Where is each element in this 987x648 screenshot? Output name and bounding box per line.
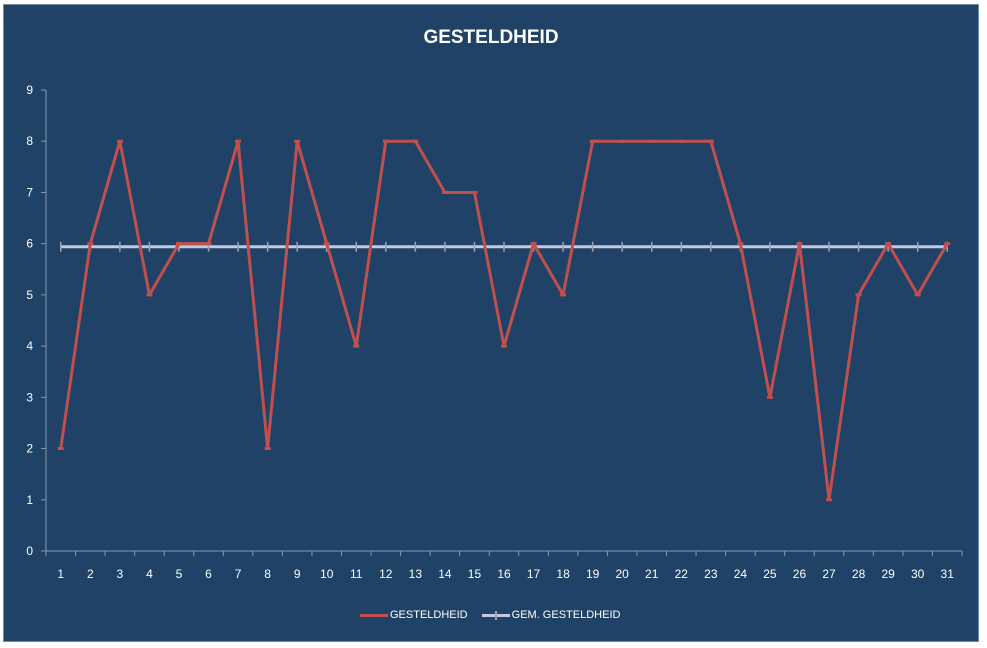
y-tick-label: 4 — [26, 339, 33, 353]
x-axis-ticks: 1 2 3 4 5 6 7 8 9 10 11 12 13 14 15 16 17 18 19 20 21 22 23 24 2… — [45, 551, 963, 581]
y-tick-label: 8 — [26, 134, 33, 148]
point-gesteldheid — [87, 242, 94, 246]
x-tick-label: 25 — [763, 567, 777, 581]
x-tick-label: 31 — [941, 567, 955, 581]
series-line-gesteldheid — [59, 139, 949, 502]
y-tick-label: 9 — [26, 83, 33, 97]
point-gesteldheid — [323, 242, 330, 246]
x-tick-label: 16 — [497, 567, 511, 581]
x-tick-label: 7 — [235, 567, 242, 581]
point-gesteldheid — [235, 139, 242, 143]
point-gesteldheid — [501, 344, 507, 348]
point-gesteldheid — [560, 293, 567, 297]
x-tick-label: 4 — [146, 567, 153, 581]
point-gesteldheid — [589, 139, 596, 143]
point-gesteldheid — [530, 242, 537, 246]
x-tick-label: 30 — [911, 567, 925, 581]
x-tick-label: 22 — [675, 567, 689, 581]
x-tick-label: 13 — [409, 567, 423, 581]
x-tick-label: 9 — [294, 567, 301, 581]
y-tick-label: 0 — [26, 544, 33, 558]
x-tick-label: 27 — [822, 567, 836, 581]
point-gesteldheid — [264, 447, 271, 451]
legend: GESTELDHEID GEM. GESTELDHEID — [360, 609, 634, 621]
point-gesteldheid — [412, 139, 419, 143]
y-tick-label: 2 — [26, 442, 33, 456]
y-tick-label: 6 — [26, 237, 33, 251]
x-tick-label: 12 — [379, 567, 393, 581]
x-tick-label: 6 — [205, 567, 212, 581]
x-tick-label: 14 — [438, 567, 452, 581]
point-gesteldheid — [471, 190, 478, 194]
point-gesteldheid — [146, 293, 153, 297]
axes — [45, 90, 962, 552]
x-tick-label: 8 — [264, 567, 271, 581]
point-gesteldheid — [441, 190, 448, 194]
x-tick-label: 21 — [645, 567, 659, 581]
point-gesteldheid — [678, 139, 685, 143]
x-tick-label: 3 — [117, 567, 124, 581]
x-tick-label: 17 — [527, 567, 541, 581]
x-tick-label: 24 — [734, 567, 748, 581]
point-gesteldheid — [914, 293, 921, 297]
x-tick-label: 1 — [57, 567, 64, 581]
point-gesteldheid — [944, 242, 951, 246]
y-tick-label: 7 — [26, 185, 33, 199]
x-tick-label: 2 — [87, 567, 94, 581]
point-gesteldheid — [707, 139, 714, 143]
legend-item-gesteldheid: GESTELDHEID — [360, 609, 468, 621]
point-gesteldheid — [796, 242, 803, 246]
point-gesteldheid — [766, 395, 773, 399]
point-gesteldheid — [619, 139, 626, 143]
y-axis-ticks: 0 1 2 3 4 5 6 7 8 9 — [26, 83, 46, 558]
point-gesteldheid — [855, 293, 862, 297]
x-tick-label: 11 — [350, 567, 363, 581]
y-tick-label: 3 — [26, 390, 33, 404]
point-gesteldheid — [57, 447, 64, 451]
x-tick-label: 5 — [176, 567, 183, 581]
x-tick-label: 19 — [586, 567, 600, 581]
point-gesteldheid — [116, 139, 123, 143]
x-tick-label: 10 — [320, 567, 334, 581]
legend-swatch-gesteldheid — [360, 613, 388, 617]
x-tick-label: 18 — [556, 567, 570, 581]
point-gesteldheid — [885, 242, 892, 246]
legend-item-gem-gesteldheid: GEM. GESTELDHEID — [481, 609, 621, 621]
point-gesteldheid — [175, 242, 182, 246]
x-tick-label: 26 — [793, 567, 807, 581]
x-tick-label: 15 — [468, 567, 482, 581]
series-layer — [57, 139, 951, 502]
y-tick-label: 1 — [26, 493, 33, 507]
x-tick-label: 29 — [881, 567, 895, 581]
y-tick-label: 5 — [26, 288, 33, 302]
x-tick-label: 23 — [704, 567, 718, 581]
x-tick-label: 28 — [852, 567, 866, 581]
point-gesteldheid — [648, 139, 655, 143]
point-gesteldheid — [382, 139, 389, 143]
point-gesteldheid — [353, 344, 360, 348]
point-gesteldheid — [294, 139, 301, 143]
chart-title: GESTELDHEID — [423, 27, 559, 48]
point-gesteldheid — [737, 242, 744, 246]
chart-area: GESTELDHEID — [3, 4, 979, 642]
legend-label-gesteldheid: GESTELDHEID — [390, 609, 468, 621]
point-gesteldheid — [205, 242, 212, 246]
legend-swatch-gem-gesteldheid — [481, 610, 510, 620]
x-tick-label: 20 — [616, 567, 630, 581]
point-gesteldheid — [826, 498, 833, 502]
legend-label-gem-gesteldheid: GEM. GESTELDHEID — [511, 609, 621, 621]
